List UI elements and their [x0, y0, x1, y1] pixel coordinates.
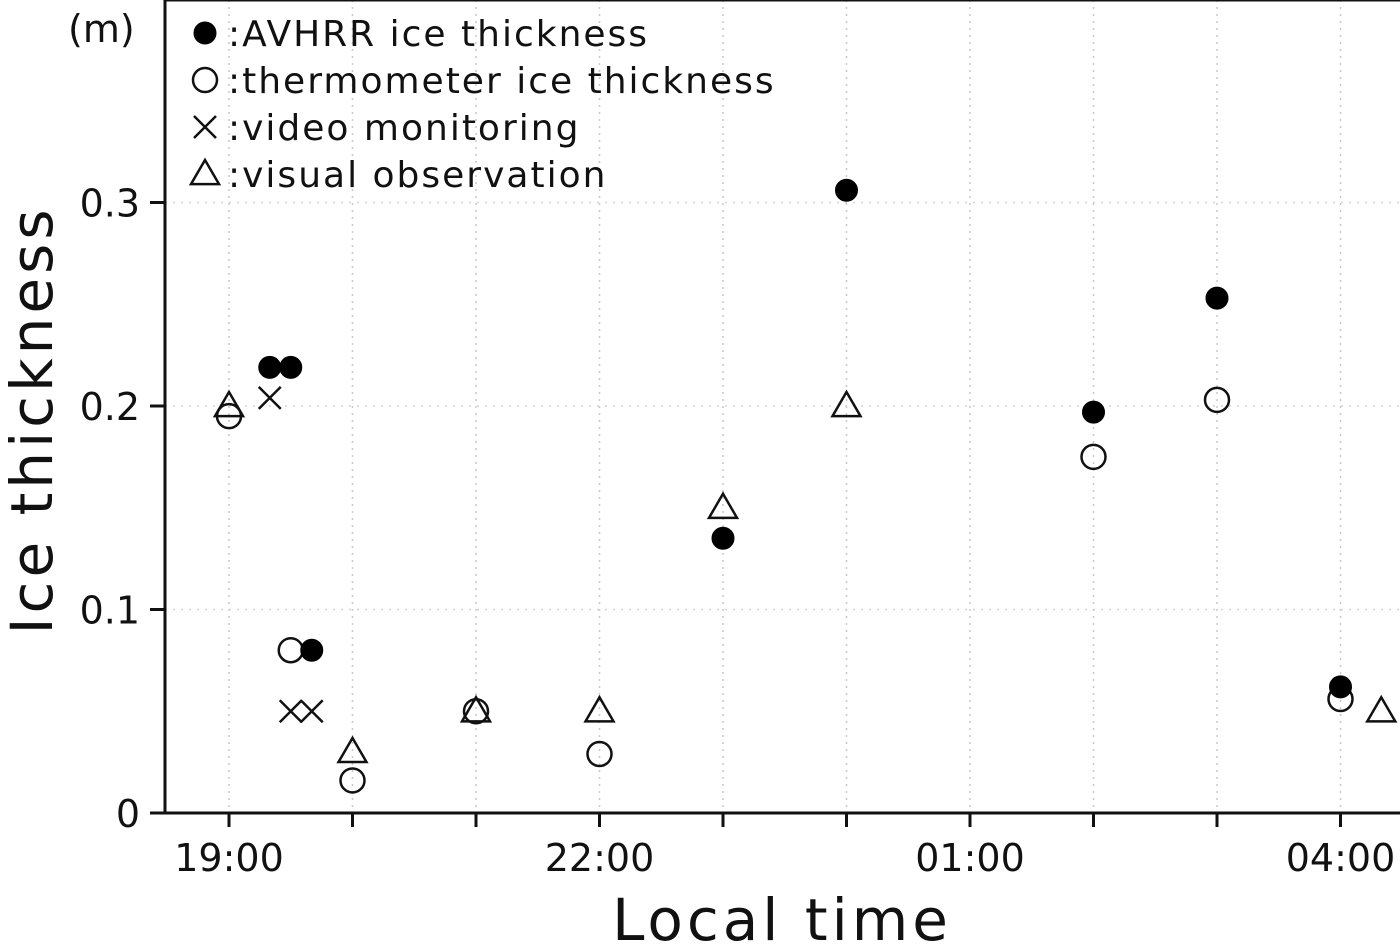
- y-tick-label-1: 0.1: [80, 589, 140, 633]
- y-tick-label-0: 0: [116, 792, 140, 836]
- point-s1-3: [462, 698, 490, 725]
- point-s3-1: [336, 735, 369, 764]
- legend-marker-2: [193, 115, 217, 139]
- point-s1-0: [215, 402, 243, 430]
- point-s2-1: [278, 699, 303, 724]
- point-s0-6: [1205, 286, 1229, 310]
- legend: :AVHRR ice thickness :thermometer ice thi…: [188, 14, 776, 196]
- point-s2-2: [299, 699, 324, 724]
- legend-label-1: :thermometer ice thickness: [228, 61, 776, 102]
- legend-label-3: :visual observation: [228, 155, 607, 196]
- x-axis-title: Local time: [612, 886, 952, 945]
- point-s1-4: [586, 740, 613, 768]
- point-s0-7: [1329, 675, 1352, 699]
- point-s2-0: [257, 385, 282, 410]
- point-s3-5: [830, 389, 863, 418]
- y-tick-label-3: 0.3: [80, 182, 140, 226]
- point-s1-5: [1080, 443, 1107, 471]
- point-s3-2: [459, 694, 493, 723]
- legend-label-0: :AVHRR ice thickness: [228, 14, 649, 55]
- point-s3-6: [1365, 694, 1398, 723]
- point-s3-0: [212, 389, 246, 418]
- point-s1-6: [1203, 386, 1231, 414]
- y-tick-label-2: 0.2: [80, 385, 140, 429]
- legend-marker-3: [188, 157, 222, 186]
- point-s1-2: [339, 767, 366, 794]
- point-s3-3: [583, 694, 616, 723]
- data-markers: [212, 178, 1398, 794]
- x-tick-label-1: 22:00: [545, 836, 655, 880]
- point-s0-4: [835, 178, 858, 202]
- point-s3-4: [706, 491, 740, 520]
- point-s0-2: [300, 638, 324, 662]
- point-s0-0: [258, 355, 282, 379]
- point-s0-5: [1082, 400, 1105, 424]
- point-s0-3: [711, 526, 735, 550]
- x-tick-label-0: 19:00: [174, 836, 284, 880]
- point-s1-1: [277, 636, 304, 664]
- y-axis-title: Ice thickness: [0, 205, 66, 634]
- axis-ticks: 19:00 22:00 01:00 04:00 0 0.1 0.2 0.3: [80, 182, 1396, 881]
- x-tick-label-3: 04:00: [1286, 836, 1396, 880]
- legend-label-2: :video monitoring: [228, 108, 580, 149]
- point-s0-1: [279, 355, 303, 379]
- y-axis-unit-label: (m): [68, 7, 135, 51]
- x-tick-label-2: 01:00: [915, 836, 1025, 880]
- legend-marker-0: [193, 21, 217, 45]
- legend-marker-1: [191, 66, 219, 94]
